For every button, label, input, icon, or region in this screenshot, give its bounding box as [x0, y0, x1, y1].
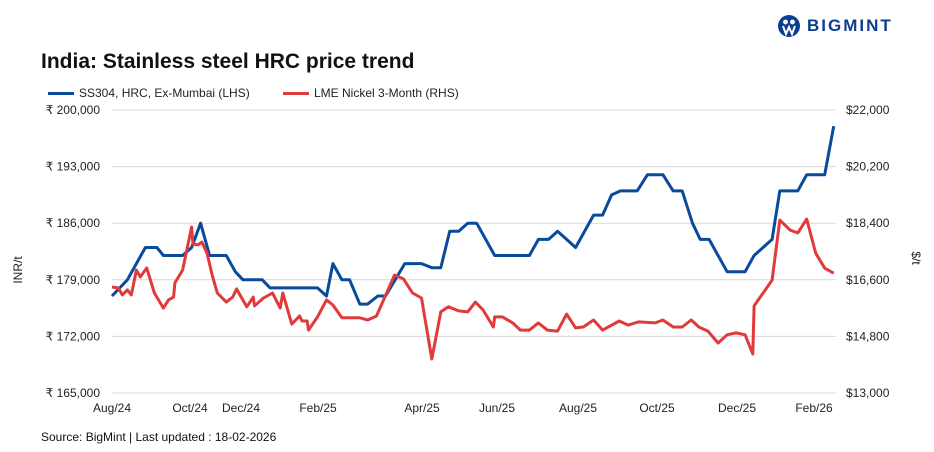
x-tick: Apr/25 — [404, 401, 440, 415]
y-tick-left: ₹ 172,000 — [46, 329, 101, 343]
source-note: Source: BigMint | Last updated : 18-02-2… — [41, 430, 277, 444]
x-tick: Dec/24 — [222, 401, 260, 415]
x-tick: Dec/25 — [718, 401, 756, 415]
y-tick-right: $20,200 — [846, 160, 890, 174]
y-axis-right-label: $/t — [909, 251, 923, 265]
series-line-lme-nickel — [111, 217, 835, 361]
legend-item-ss304: SS304, HRC, Ex-Mumbai (LHS) — [48, 86, 250, 100]
y-tick-right: $14,800 — [846, 329, 890, 343]
y-tick-left: ₹ 193,000 — [46, 160, 101, 174]
y-tick-left: ₹ 165,000 — [46, 386, 101, 400]
x-tick: Oct/24 — [172, 401, 208, 415]
y-tick-left: ₹ 186,000 — [46, 216, 101, 230]
y-tick-left: ₹ 179,000 — [46, 273, 101, 287]
x-tick: Jun/25 — [479, 401, 515, 415]
x-tick: Feb/26 — [795, 401, 833, 415]
bigmint-logo: BIGMINT — [777, 14, 893, 38]
x-tick: Feb/25 — [299, 401, 337, 415]
y-tick-right: $16,600 — [846, 273, 890, 287]
series-line-ss304-hrc — [110, 125, 836, 306]
y-tick-right: $18,400 — [846, 216, 890, 230]
logo-text: BIGMINT — [807, 16, 893, 35]
y-tick-right: $13,000 — [846, 386, 890, 400]
y-axis-left-label: INR/t — [11, 256, 25, 284]
legend-swatch-blue — [48, 91, 74, 95]
legend-swatch-red — [283, 91, 309, 95]
chart-title: India: Stainless steel HRC price trend — [41, 50, 415, 73]
x-tick: Oct/25 — [639, 401, 675, 415]
legend-label: SS304, HRC, Ex-Mumbai (LHS) — [79, 86, 250, 100]
x-tick: Aug/25 — [559, 401, 597, 415]
bigmint-logo-icon — [778, 15, 800, 37]
legend-label: LME Nickel 3-Month (RHS) — [314, 86, 459, 100]
y-tick-left: ₹ 200,000 — [46, 103, 101, 117]
legend-item-lme-nickel: LME Nickel 3-Month (RHS) — [283, 86, 459, 100]
x-tick: Aug/24 — [93, 401, 131, 415]
y-tick-right: $22,000 — [846, 103, 890, 117]
